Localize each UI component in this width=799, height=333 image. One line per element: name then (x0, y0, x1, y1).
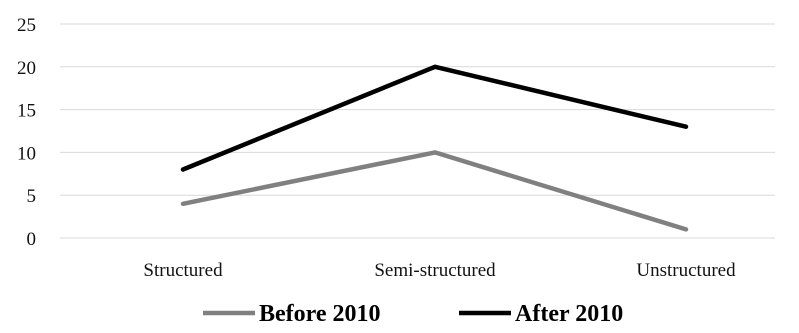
legend-label: Before 2010 (259, 301, 381, 327)
x-category-label: Unstructured (636, 260, 736, 281)
series-line-0 (180, 150, 689, 232)
y-tick-label: 5 (27, 186, 37, 207)
series-lines (180, 64, 689, 232)
y-tick-label: 25 (17, 15, 36, 36)
y-axis-ticks: 0 5 10 15 20 25 (17, 15, 36, 250)
x-category-label: Semi-structured (374, 260, 496, 281)
gridlines (60, 23, 775, 239)
y-tick-label: 0 (27, 229, 37, 250)
series-line-1 (180, 64, 689, 172)
x-axis-categories: Structured Semi-structured Unstructured (143, 260, 736, 281)
y-tick-label: 15 (17, 101, 36, 122)
y-tick-label: 10 (17, 143, 36, 164)
y-tick-label: 20 (17, 58, 36, 79)
legend-label: After 2010 (515, 301, 623, 327)
legend: Before 2010 After 2010 (203, 301, 623, 327)
x-category-label: Structured (143, 260, 223, 281)
